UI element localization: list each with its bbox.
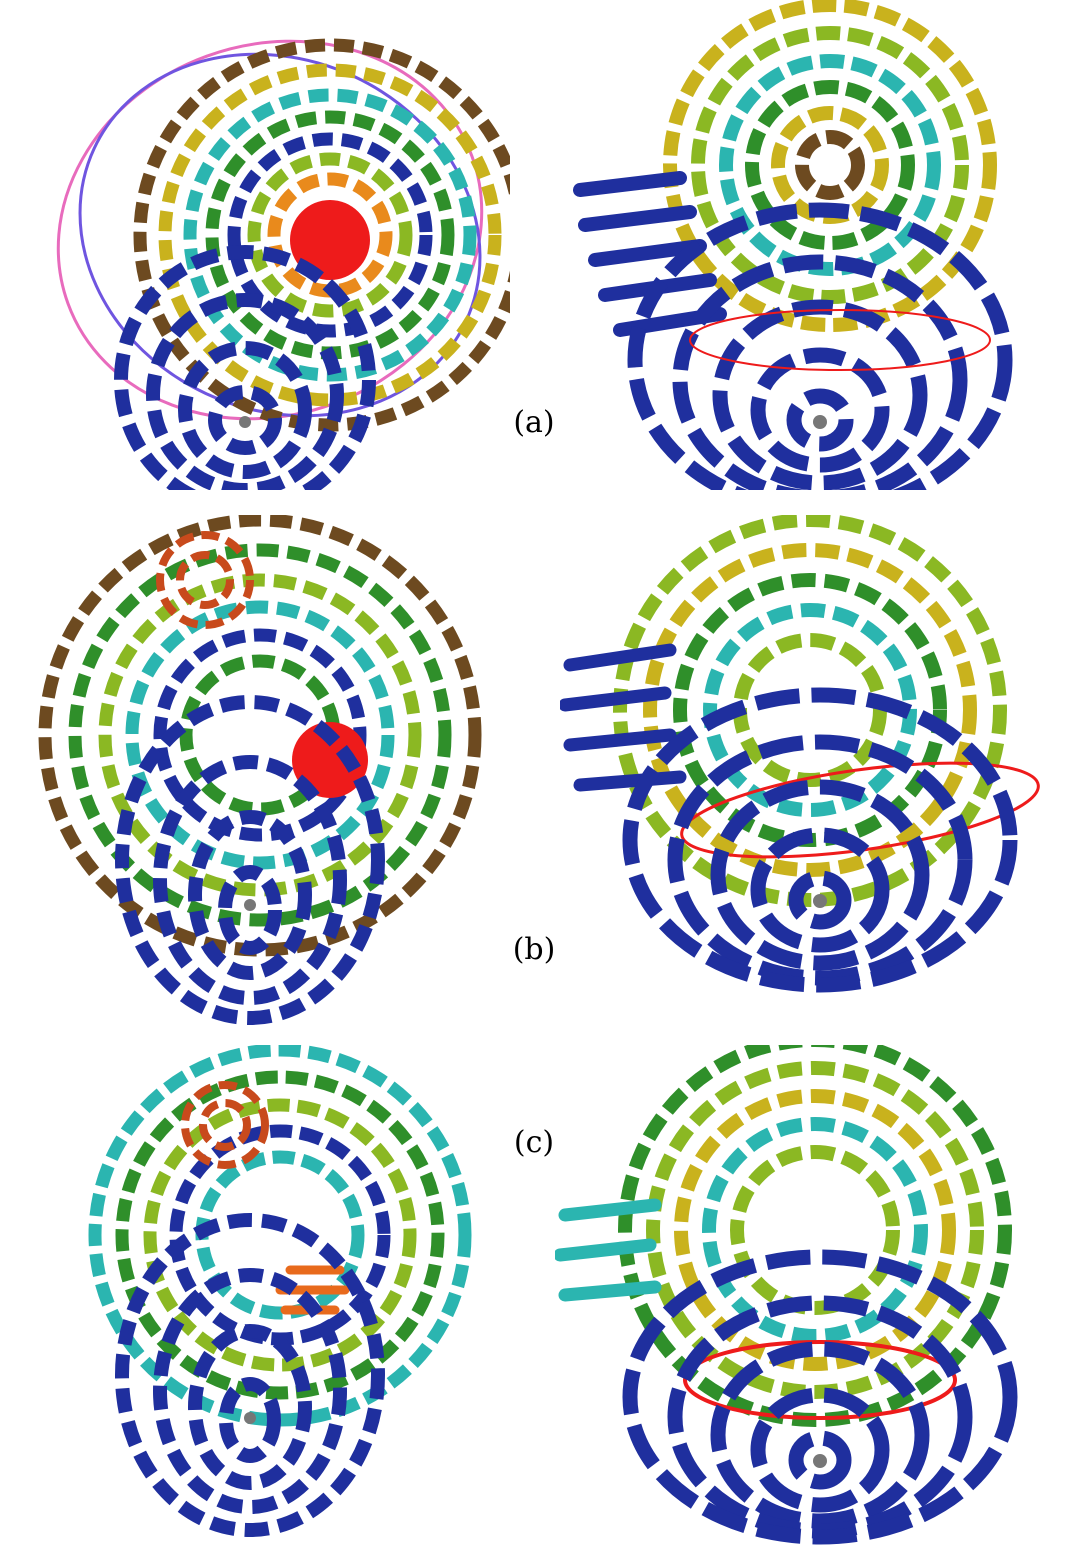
panel-c-right [555, 1045, 1065, 1555]
vortex-b-right-figure [560, 515, 1040, 993]
side-stripes [555, 1198, 662, 1302]
panel-b-right [560, 515, 1060, 995]
vortex-core [292, 722, 368, 798]
panel-b-left [10, 515, 520, 1030]
spiral-rings [88, 1045, 472, 1427]
panel-a-left [30, 0, 510, 490]
upper-red-spiral [156, 531, 254, 629]
bottom-rings [627, 202, 1013, 490]
caption-c: (c) [513, 1125, 555, 1160]
panel-c-left [40, 1045, 510, 1560]
vortex-core [290, 200, 370, 280]
vortex-a-left-figure [56, 38, 510, 490]
bottom-rings [115, 695, 385, 1025]
spiral-rings [663, 0, 997, 332]
spiral-rings [618, 1045, 1012, 1427]
vortex-c-right-figure [555, 1045, 1018, 1545]
bottom-rings [622, 687, 1018, 993]
vortex-c-left-figure [88, 1045, 472, 1537]
spiral-rings [38, 515, 482, 957]
side-stripes [560, 643, 687, 792]
upper-red-spiral [181, 1081, 269, 1169]
bottom-rings [114, 245, 376, 490]
caption-a: (a) [513, 405, 555, 440]
bottom-rings [115, 1213, 385, 1537]
bottom-rings [622, 1249, 1018, 1545]
caption-b: (b) [512, 932, 556, 967]
vortex-a-right-figure [573, 0, 1013, 490]
vortex-b-left-figure [38, 515, 482, 1025]
panel-a-right [560, 0, 1040, 490]
